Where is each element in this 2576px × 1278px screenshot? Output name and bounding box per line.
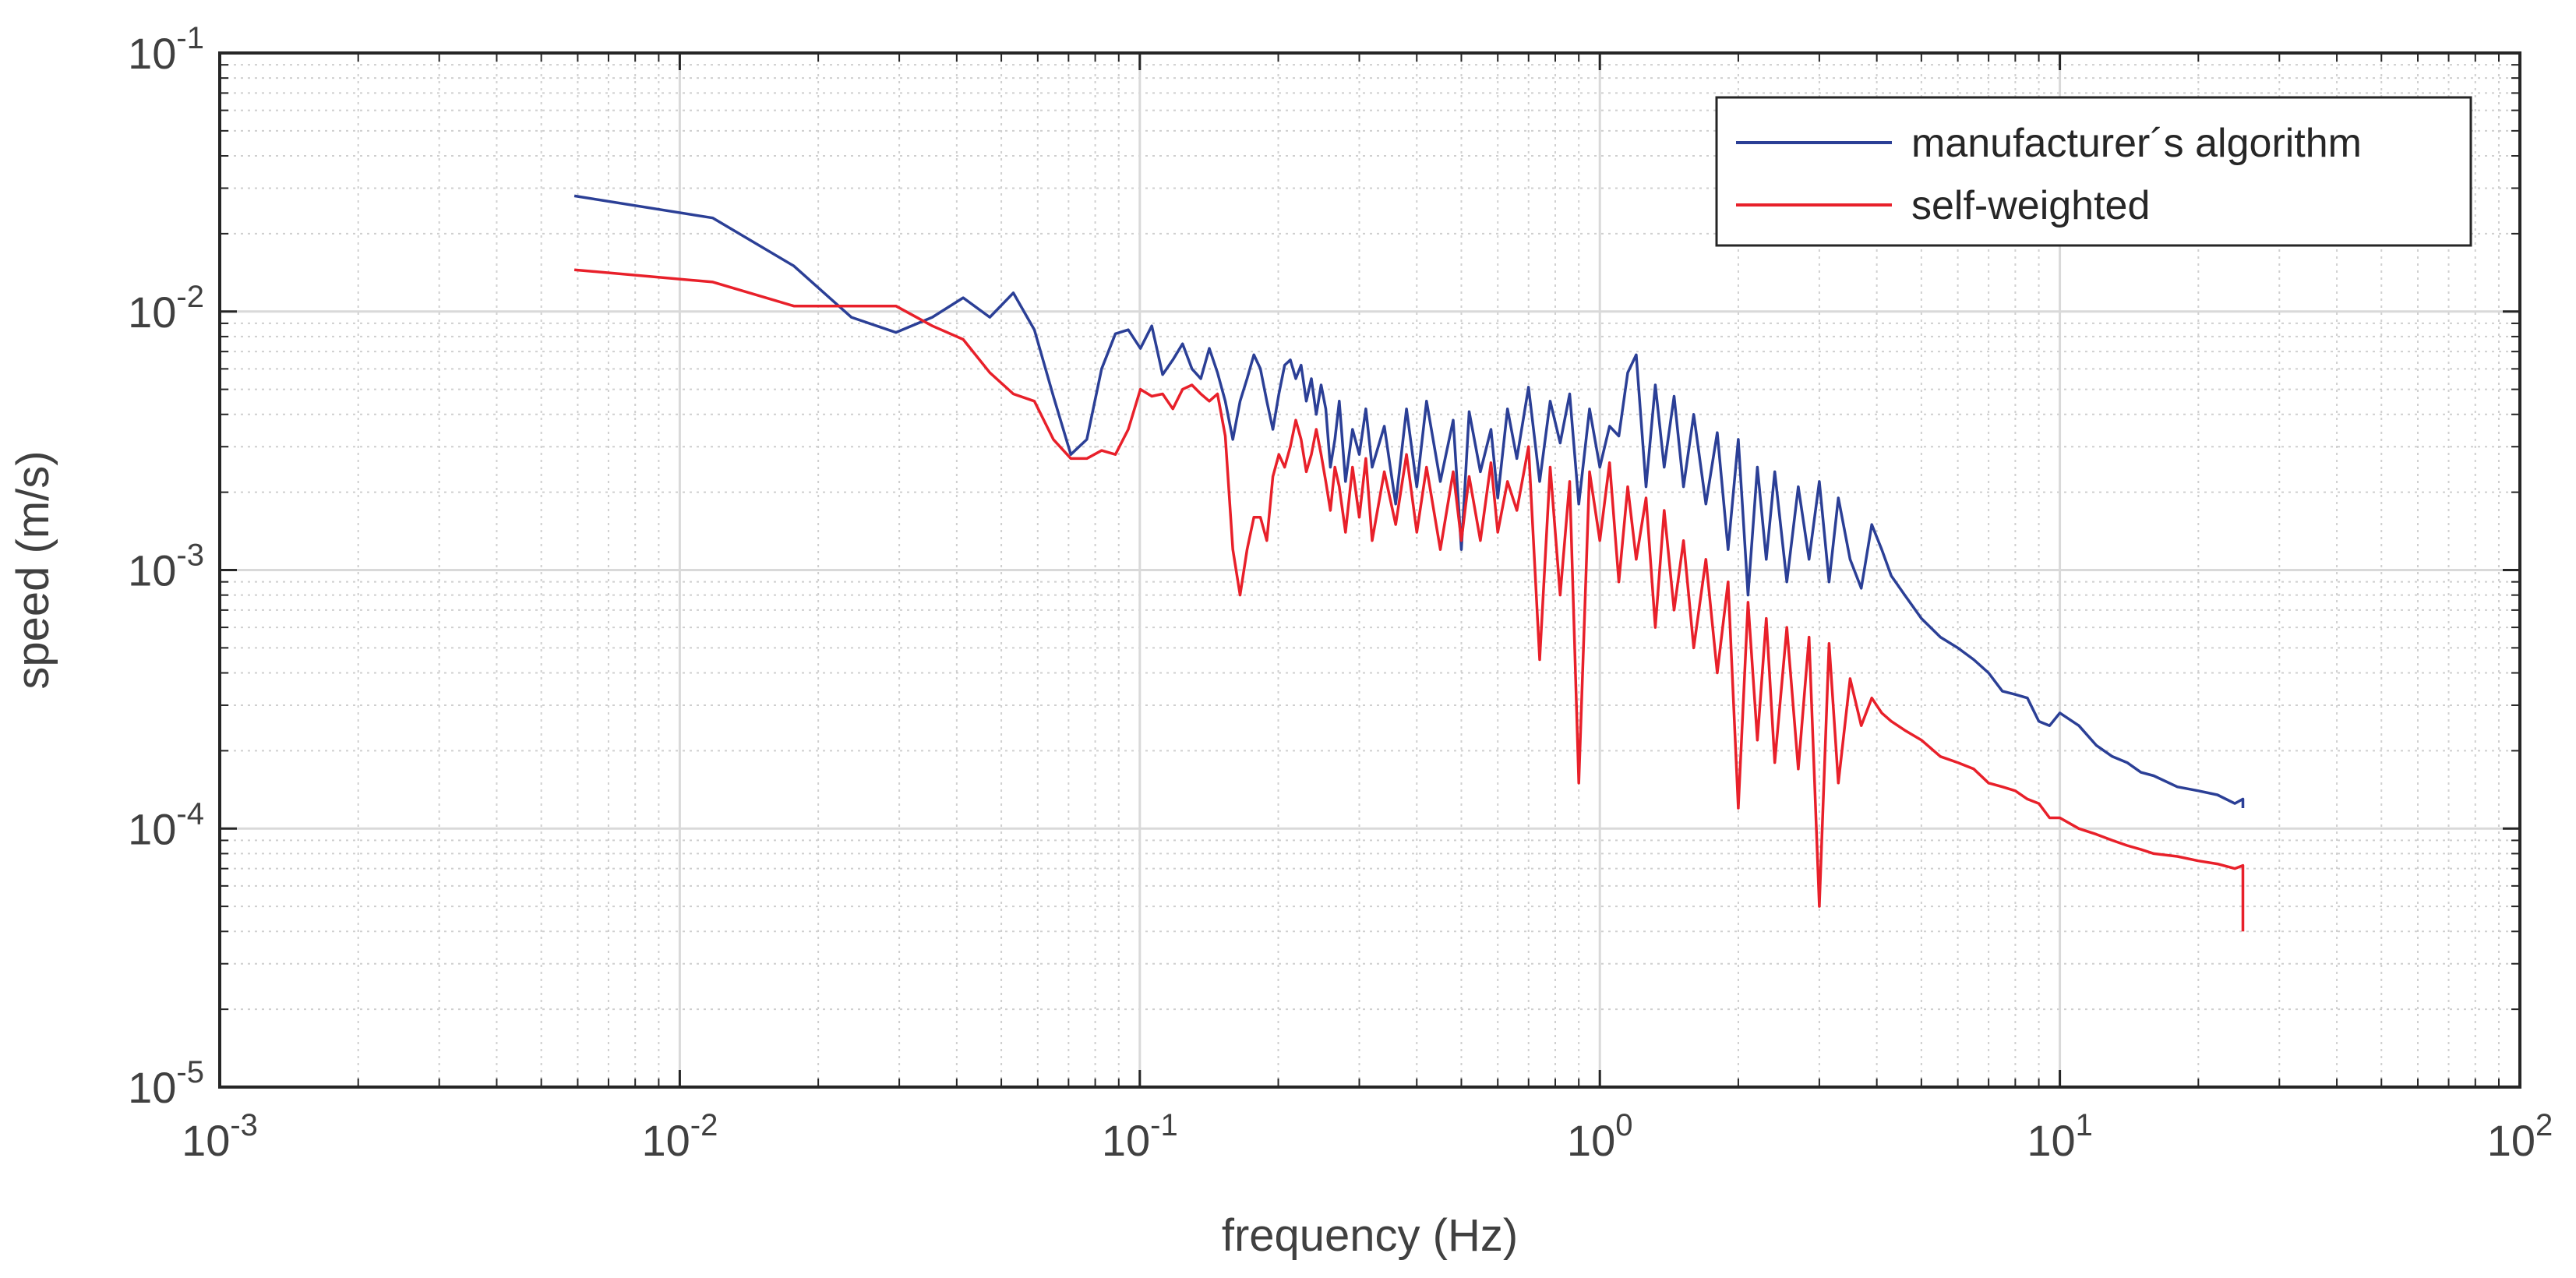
x-tick-label: 10-2	[641, 1108, 718, 1165]
series-layer	[573, 194, 2245, 932]
x-tick-label: 101	[2027, 1108, 2093, 1165]
legend: manufacturer´s algorithm self-weighted	[1715, 96, 2472, 247]
legend-label-self-weighted: self-weighted	[1911, 183, 2150, 228]
y-tick-label: 10-4	[128, 796, 204, 853]
y-tick-label: 10-3	[128, 538, 204, 595]
x-tick-label: 100	[1567, 1108, 1633, 1165]
legend-label-manufacturer: manufacturer´s algorithm	[1911, 121, 2362, 166]
y-axis-label: speed (m/s)	[8, 450, 58, 689]
tick-labels: 10-3 10-2 10-1 100 101 102 10-5 10-4 10-3 10-2 10-…	[128, 21, 2553, 1165]
series-line-manufacturer	[573, 194, 2245, 808]
x-tick-label: 10-3	[182, 1108, 258, 1165]
legend-box	[1715, 96, 2472, 247]
y-tick-label: 10-2	[128, 280, 204, 337]
y-tick-label: 10-5	[128, 1055, 204, 1112]
y-tick-label: 10-1	[128, 21, 204, 78]
axes	[218, 51, 2521, 1089]
x-tick-label: 102	[2487, 1108, 2553, 1165]
series-line-self-weighted	[573, 268, 2245, 932]
x-tick-label: 10-1	[1102, 1108, 1178, 1165]
x-axis-label: frequency (Hz)	[1222, 1210, 1518, 1261]
